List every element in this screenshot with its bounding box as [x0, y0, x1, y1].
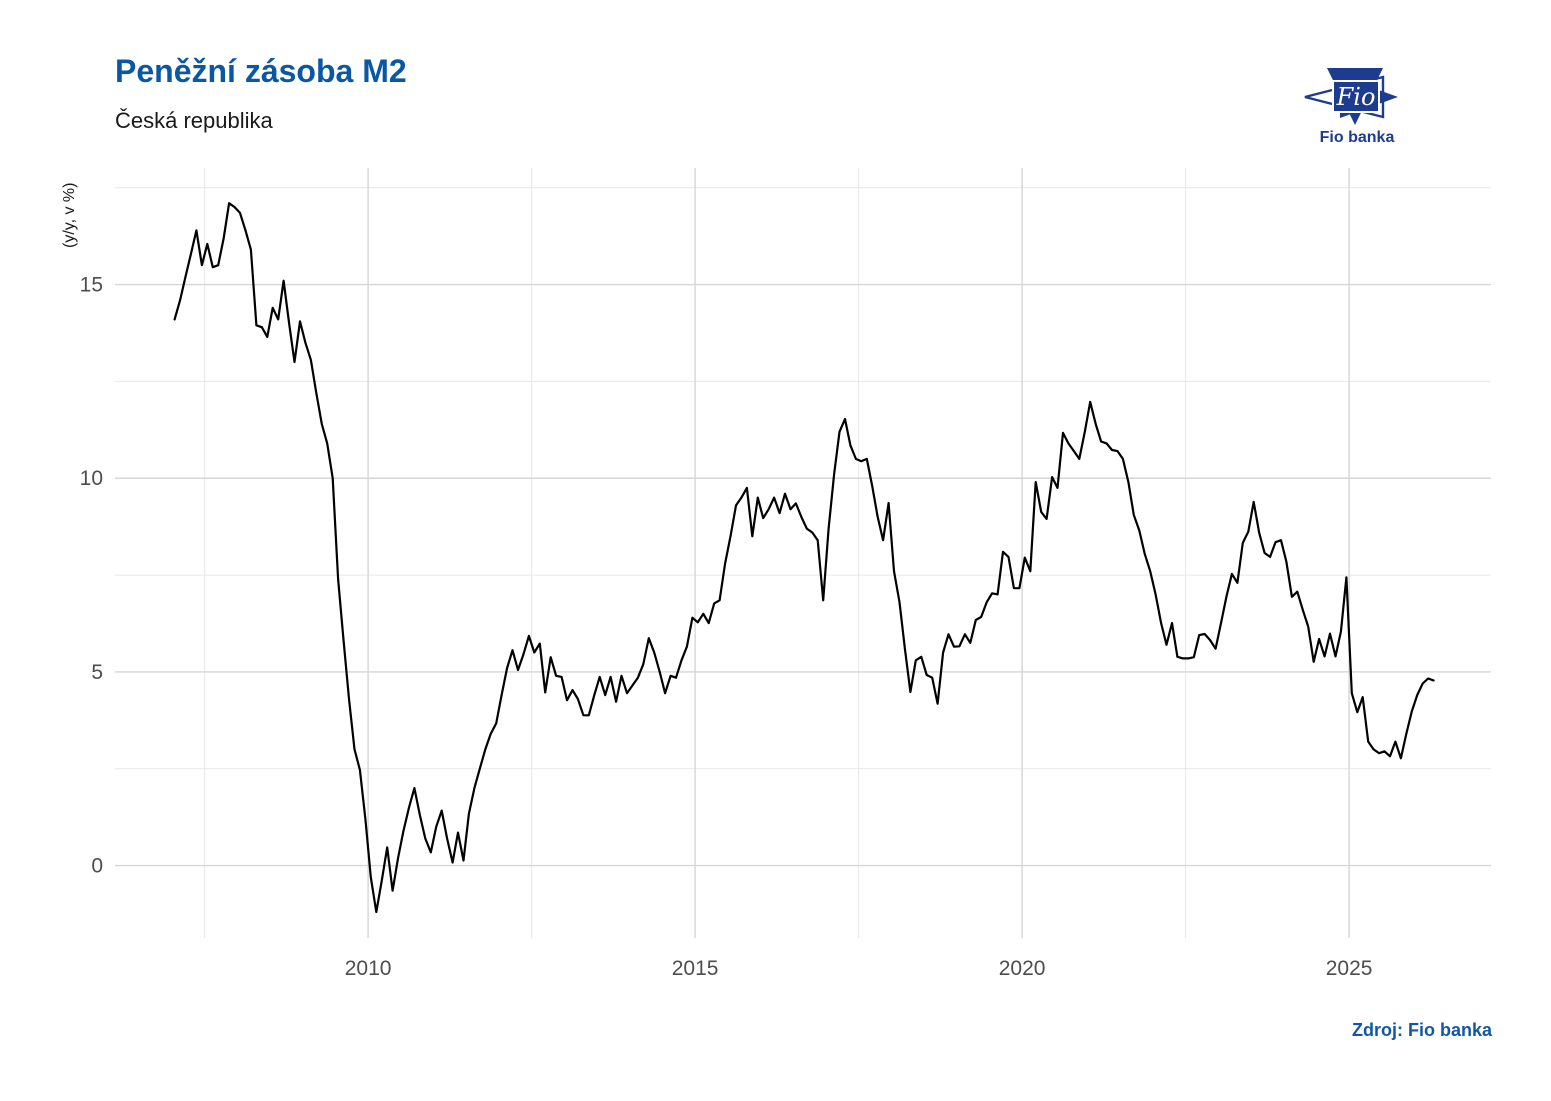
y-axis-labels: 0 5 10 15 — [80, 274, 103, 878]
gridlines-minor — [115, 168, 1491, 938]
y-tick-label: 10 — [80, 467, 103, 490]
x-tick-label: 2010 — [345, 957, 392, 980]
y-axis-title: (y/y, v %) — [61, 183, 78, 248]
x-axis-labels: 2010 2015 2020 2025 — [345, 957, 1373, 980]
source-label: Zdroj: Fio banka — [1351, 1020, 1492, 1040]
y-tick-label: 5 — [91, 661, 103, 684]
data-line — [173, 202, 1435, 914]
fio-logo-text: Fio — [1336, 83, 1376, 111]
x-tick-label: 2020 — [999, 957, 1046, 980]
gridlines-major — [115, 168, 1491, 938]
x-tick-label: 2025 — [1326, 957, 1373, 980]
x-tick-label: 2015 — [672, 957, 719, 980]
y-tick-label: 0 — [91, 855, 103, 878]
fio-star-icon: Fio — [1304, 68, 1398, 125]
y-tick-label: 15 — [80, 274, 103, 297]
fio-logo-caption: Fio banka — [1320, 129, 1395, 146]
page-title: Peněžní zásoba M2 — [115, 53, 407, 89]
page-subtitle: Česká republika — [115, 108, 273, 133]
fio-banka-logo: Fio Fio banka — [1295, 55, 1435, 150]
